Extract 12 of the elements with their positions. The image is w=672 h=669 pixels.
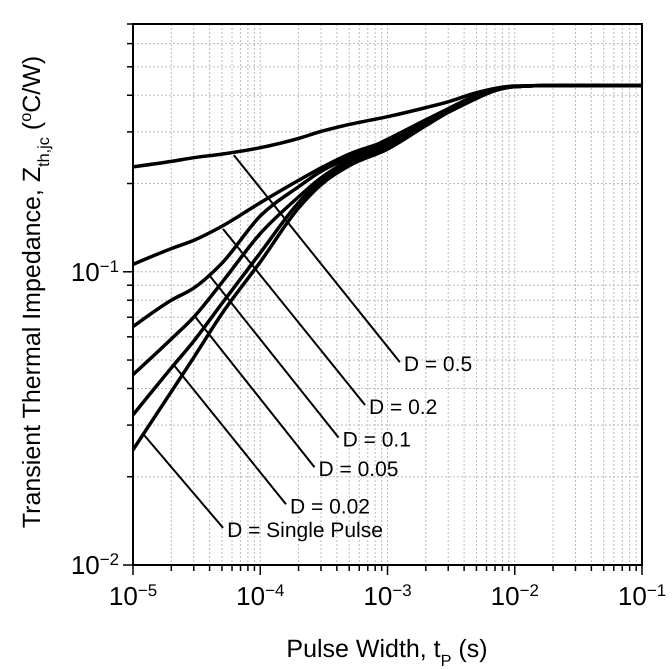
annotation: D = 0.5: [404, 353, 472, 376]
x-tick-label: 10$^{−5}$: [108, 580, 158, 611]
annotation: D = 0.2: [369, 396, 438, 419]
x-tick-label: 10$^{−1}$: [618, 580, 666, 611]
x-tick-label: 10$^{−3}$: [363, 580, 412, 611]
annotation: D = 0.05: [318, 458, 399, 482]
annotation: D = 0.1: [342, 428, 411, 452]
x-tick-label: 10$^{−2}$: [490, 580, 539, 611]
x-axis-title: Pulse Width, t$_{P}$ (s): [286, 635, 488, 669]
annotation: D = Single Pulse: [227, 518, 383, 542]
x-tick-label: 10$^{−4}$: [236, 580, 284, 611]
annotation: D = 0.02: [290, 495, 370, 518]
